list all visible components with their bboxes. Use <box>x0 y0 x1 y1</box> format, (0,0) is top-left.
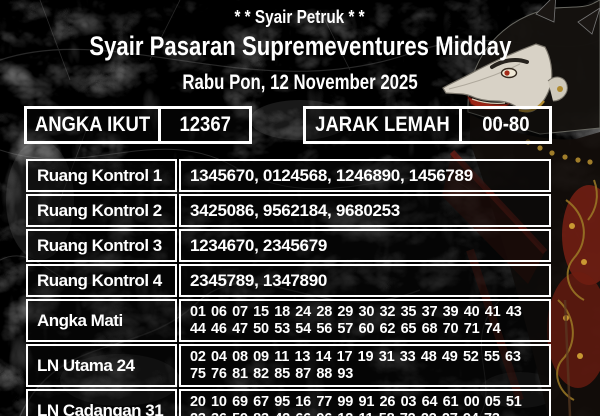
row-value: 20 10 69 67 95 16 77 99 91 26 03 64 61 0… <box>179 389 551 416</box>
table-row-ruang-kontrol-2: Ruang Kontrol 2 3425086, 9562184, 968025… <box>26 194 551 227</box>
row-value: 1345670, 0124568, 1246890, 1456789 <box>179 159 551 192</box>
table-row-ruang-kontrol-3: Ruang Kontrol 3 1234670, 2345679 <box>26 229 551 262</box>
row-value: 02 04 08 09 11 13 14 17 19 31 33 48 49 5… <box>179 344 551 387</box>
jarak-lemah-box: JARAK LEMAH 00-80 <box>303 106 552 144</box>
angka-ikut-value-cell: 12367 <box>161 109 249 141</box>
summary-boxes: ANGKA IKUT 12367 JARAK LEMAH 00-80 <box>24 106 552 144</box>
kontrol-table: Ruang Kontrol 1 1345670, 0124568, 124689… <box>24 157 553 416</box>
jarak-lemah-value-cell: 00-80 <box>462 109 549 141</box>
angka-ikut-label-cell: ANGKA IKUT <box>27 109 162 141</box>
table-row-ln-utama: LN Utama 24 02 04 08 09 11 13 14 17 19 3… <box>26 344 551 387</box>
page-subtitle-text: * * Syair Petruk * * <box>234 7 366 27</box>
row-value: 01 06 07 15 18 24 28 29 30 32 35 37 39 4… <box>179 299 551 342</box>
table-row-ruang-kontrol-1: Ruang Kontrol 1 1345670, 0124568, 124689… <box>26 159 551 192</box>
row-label: LN Cadangan 31 <box>26 389 177 416</box>
row-label: Ruang Kontrol 4 <box>26 264 177 297</box>
angka-ikut-value: 12367 <box>179 113 231 136</box>
row-value: 3425086, 9562184, 9680253 <box>179 194 551 227</box>
page-title: Syair Pasaran Supremeventures Midday <box>0 32 600 60</box>
page-subtitle: * * Syair Petruk * * <box>0 8 600 27</box>
jarak-lemah-label-cell: JARAK LEMAH <box>306 109 462 141</box>
row-label: Angka Mati <box>26 299 177 342</box>
row-label: Ruang Kontrol 3 <box>26 229 177 262</box>
page-title-text: Syair Pasaran Supremeventures Midday <box>88 31 512 61</box>
row-label: Ruang Kontrol 2 <box>26 194 177 227</box>
angka-ikut-label: ANGKA IKUT <box>34 113 151 136</box>
date-line-text: Rabu Pon, 12 November 2025 <box>182 71 418 94</box>
jarak-lemah-value: 00-80 <box>481 113 530 136</box>
row-value: 2345789, 1347890 <box>179 264 551 297</box>
table-row-ruang-kontrol-4: Ruang Kontrol 4 2345789, 1347890 <box>26 264 551 297</box>
table-row-ln-cadangan: LN Cadangan 31 20 10 69 67 95 16 77 99 9… <box>26 389 551 416</box>
date-line: Rabu Pon, 12 November 2025 <box>0 72 600 93</box>
jarak-lemah-label: JARAK LEMAH <box>315 113 450 136</box>
row-label: LN Utama 24 <box>26 344 177 387</box>
row-value: 1234670, 2345679 <box>179 229 551 262</box>
angka-ikut-box: ANGKA IKUT 12367 <box>24 106 252 144</box>
table-row-angka-mati: Angka Mati 01 06 07 15 18 24 28 29 30 32… <box>26 299 551 342</box>
row-label: Ruang Kontrol 1 <box>26 159 177 192</box>
